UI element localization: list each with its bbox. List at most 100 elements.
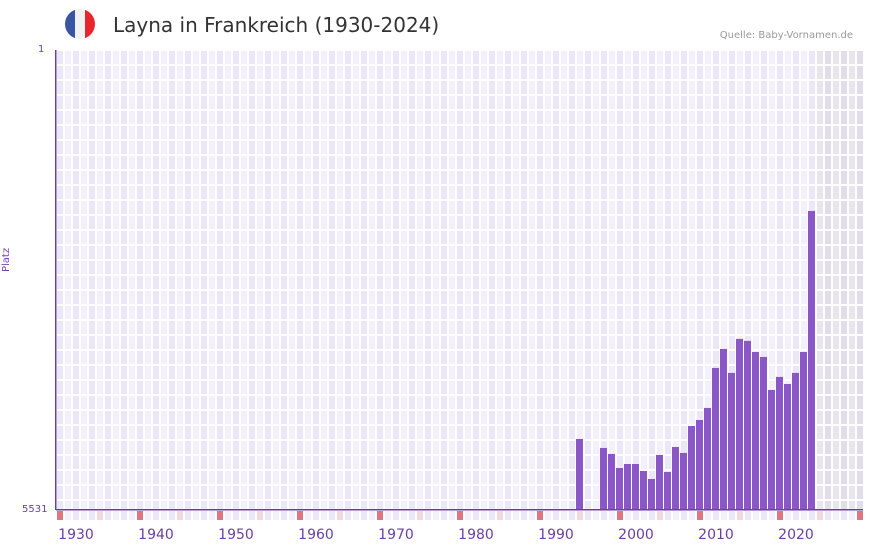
grid-cell	[617, 321, 623, 334]
grid-cell	[257, 216, 263, 229]
grid-cell	[545, 276, 551, 289]
grid-cell	[809, 81, 815, 94]
grid-cell	[729, 246, 735, 259]
grid-cell	[537, 366, 543, 379]
grid-cell	[257, 171, 263, 184]
grid-cell	[633, 426, 639, 439]
grid-cell	[521, 96, 527, 109]
grid-cell	[497, 321, 503, 334]
grid-cell	[177, 81, 183, 94]
grid-cell	[273, 81, 279, 94]
grid-cell	[377, 216, 383, 229]
grid-cell	[713, 246, 719, 259]
grid-cell	[313, 276, 319, 289]
grid-cell	[657, 126, 663, 139]
grid-cell	[273, 261, 279, 274]
grid-cell	[289, 336, 295, 349]
grid-cell	[105, 291, 111, 304]
grid-cell	[273, 321, 279, 334]
grid-cell	[705, 186, 711, 199]
grid-cell	[505, 66, 511, 79]
grid-cell	[561, 456, 567, 469]
grid-cell	[825, 501, 831, 510]
grid-cell	[537, 231, 543, 244]
grid-cell	[193, 111, 199, 124]
grid-cell	[457, 411, 463, 424]
grid-cell	[201, 96, 207, 109]
grid-cell	[209, 306, 215, 319]
grid-cell	[465, 351, 471, 364]
grid-cell	[185, 411, 191, 424]
grid-cell	[769, 336, 775, 349]
grid-cell	[305, 501, 311, 510]
grid-cell	[113, 96, 119, 109]
grid-cell	[545, 141, 551, 154]
grid-cell	[137, 261, 143, 274]
grid-cell	[233, 186, 239, 199]
grid-cell	[633, 366, 639, 379]
grid-cell	[817, 486, 823, 499]
grid-cell	[617, 381, 623, 394]
grid-cell	[769, 216, 775, 229]
year-tick-2002	[649, 511, 655, 520]
grid-cell	[289, 366, 295, 379]
grid-cell	[617, 156, 623, 169]
grid-cell	[841, 186, 847, 199]
grid-cell	[145, 426, 151, 439]
grid-cell	[305, 231, 311, 244]
grid-cell	[585, 81, 591, 94]
grid-cell	[529, 381, 535, 394]
grid-cell	[465, 96, 471, 109]
grid-cell	[369, 246, 375, 259]
grid-cell	[593, 366, 599, 379]
grid-cell	[233, 246, 239, 259]
grid-cell	[593, 216, 599, 229]
grid-cell	[393, 426, 399, 439]
grid-cell	[593, 201, 599, 214]
grid-cell	[585, 381, 591, 394]
grid-cell	[473, 261, 479, 274]
grid-cell	[857, 81, 863, 94]
grid-cell	[513, 306, 519, 319]
grid-cell	[433, 66, 439, 79]
grid-cell	[289, 126, 295, 139]
grid-cell	[849, 81, 855, 94]
grid-cell	[529, 216, 535, 229]
grid-cell	[553, 456, 559, 469]
grid-cell	[329, 396, 335, 409]
grid-cell	[217, 126, 223, 139]
grid-cell	[121, 426, 127, 439]
grid-cell	[801, 141, 807, 154]
grid-cell	[689, 81, 695, 94]
grid-cell	[697, 336, 703, 349]
grid-cell	[305, 201, 311, 214]
grid-cell	[377, 171, 383, 184]
grid-cell	[121, 501, 127, 510]
grid-cell	[713, 51, 719, 64]
grid-cell	[473, 111, 479, 124]
grid-cell	[553, 126, 559, 139]
grid-cell	[625, 321, 631, 334]
grid-cell	[465, 171, 471, 184]
year-tick-1949	[225, 511, 231, 520]
grid-cell	[177, 201, 183, 214]
grid-cell	[433, 396, 439, 409]
grid-cell	[361, 396, 367, 409]
grid-cell	[73, 441, 79, 454]
grid-cell	[169, 51, 175, 64]
grid-cell	[777, 231, 783, 244]
year-tick-1981	[481, 511, 487, 520]
grid-cell	[817, 141, 823, 154]
grid-cell	[377, 381, 383, 394]
grid-cell	[273, 306, 279, 319]
grid-cell	[65, 231, 71, 244]
year-tick-1961	[321, 511, 327, 520]
grid-cell	[601, 411, 607, 424]
grid-cell	[297, 66, 303, 79]
grid-cell	[673, 246, 679, 259]
grid-cell	[689, 141, 695, 154]
grid-cell	[793, 261, 799, 274]
grid-cell	[745, 111, 751, 124]
grid-cell	[513, 486, 519, 499]
grid-cell	[345, 51, 351, 64]
